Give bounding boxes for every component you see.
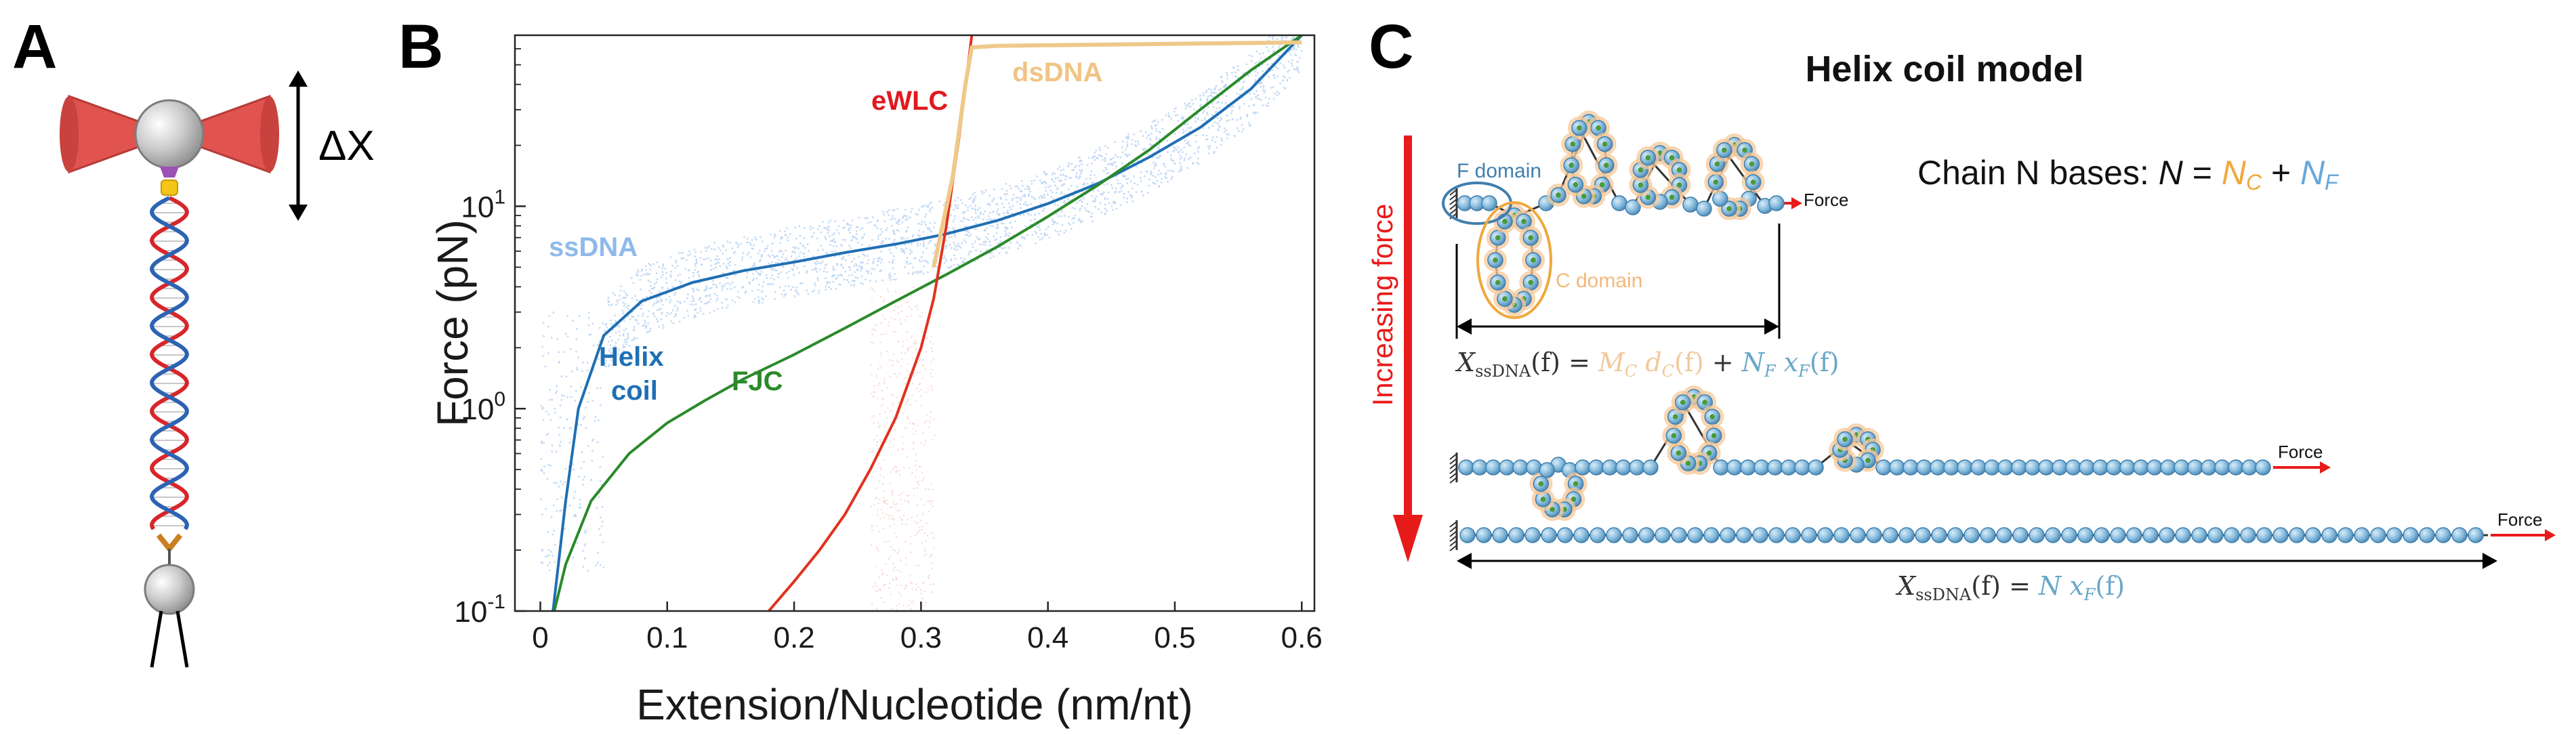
series-line-helix-coil xyxy=(552,35,1303,611)
biotin-icon xyxy=(161,180,178,196)
force-extension-chart: 0 0.1 0.2 0.3 0.4 0.5 0.6 10-1 100 101 Extension/… xyxy=(428,34,1323,729)
force-label-2: Force xyxy=(2278,442,2323,462)
chain-high-force xyxy=(1459,527,2488,543)
extension-equation-1: XssDNA(f) = MC dC(f) + NF xF(f) xyxy=(1455,348,1840,381)
f-domain-label: F domain xyxy=(1457,160,1541,182)
x-tick-label: 0.2 xyxy=(773,621,814,654)
extension-arrow-1 xyxy=(1455,224,1781,339)
panel-a: A ΔX xyxy=(12,12,375,668)
plot-frame xyxy=(514,34,1316,612)
force-label-3: Force xyxy=(2497,509,2542,530)
series-lines xyxy=(552,35,1303,611)
panel-b-letter: B xyxy=(398,12,443,81)
fjc-label: FJC xyxy=(732,366,783,396)
increasing-force-arrow xyxy=(1393,135,1423,562)
x-tick-label: 0.1 xyxy=(646,621,688,654)
pipette-bead-icon xyxy=(144,564,195,615)
chain-equation: Chain N bases: N = NC + NF xyxy=(1917,154,2340,194)
delta-x-label: ΔX xyxy=(318,123,375,169)
axis-ticks: 0 0.1 0.2 0.3 0.4 0.5 0.6 10-1 100 101 xyxy=(454,35,1323,654)
model-title: Helix coil model xyxy=(1805,49,2083,89)
x-tick-label: 0.4 xyxy=(1027,621,1068,654)
antibody-icon xyxy=(156,533,183,553)
ewlc-label: eWLC xyxy=(871,86,948,116)
panel-c-letter: C xyxy=(1369,12,1413,81)
helix-coil-label-line2: coil xyxy=(611,376,658,406)
anchor-walls xyxy=(1449,188,2556,551)
trapped-bead-icon xyxy=(134,99,205,169)
y-tick-label: 100 xyxy=(461,388,505,426)
x-tick-label: 0.3 xyxy=(900,621,942,654)
x-tick-label: 0.6 xyxy=(1281,621,1323,654)
x-tick-label: 0 xyxy=(532,621,548,654)
chain-mid-force xyxy=(1458,385,2271,521)
y-axis-label: Force (pN) xyxy=(428,219,477,427)
c-domain-outline xyxy=(1476,201,1552,319)
y-tick-label: 10-1 xyxy=(454,591,505,629)
y-tick-label: 101 xyxy=(461,186,505,224)
ssdna-label: ssDNA xyxy=(549,232,638,262)
panel-b: B 0 0.1 0.2 0.3 0.4 0.5 0.6 10-1 100 101 Extensio… xyxy=(398,12,1323,729)
series-line-fjc xyxy=(553,35,1303,611)
ssdna-data-cloud xyxy=(540,35,1303,611)
force-label-1: Force xyxy=(1804,190,1848,210)
dsdna-label: dsDNA xyxy=(1012,58,1102,87)
delta-x-arrow xyxy=(289,70,308,221)
c-domain-label: C domain xyxy=(1556,270,1642,292)
x-axis-label: Extension/Nucleotide (nm/nt) xyxy=(636,680,1193,729)
extension-arrow-2 xyxy=(1457,553,2497,569)
chain-low-force xyxy=(1457,110,1785,316)
increasing-force-label: Increasing force xyxy=(1367,204,1398,406)
helix-coil-label-line1: Helix xyxy=(599,342,664,372)
linker-icon xyxy=(160,167,179,177)
panel-c: C Helix coil model Increasing force Chai… xyxy=(1367,12,2556,604)
series-line-dsdna xyxy=(932,40,1302,268)
dna-helix-icon xyxy=(149,196,190,530)
micropipette-icon xyxy=(150,610,189,668)
extension-equation-2: XssDNA(f) = N xF(f) xyxy=(1895,571,2125,604)
x-tick-label: 0.5 xyxy=(1154,621,1195,654)
chain-text: Chain N bases: xyxy=(1917,154,2159,192)
panel-a-letter: A xyxy=(12,12,57,81)
